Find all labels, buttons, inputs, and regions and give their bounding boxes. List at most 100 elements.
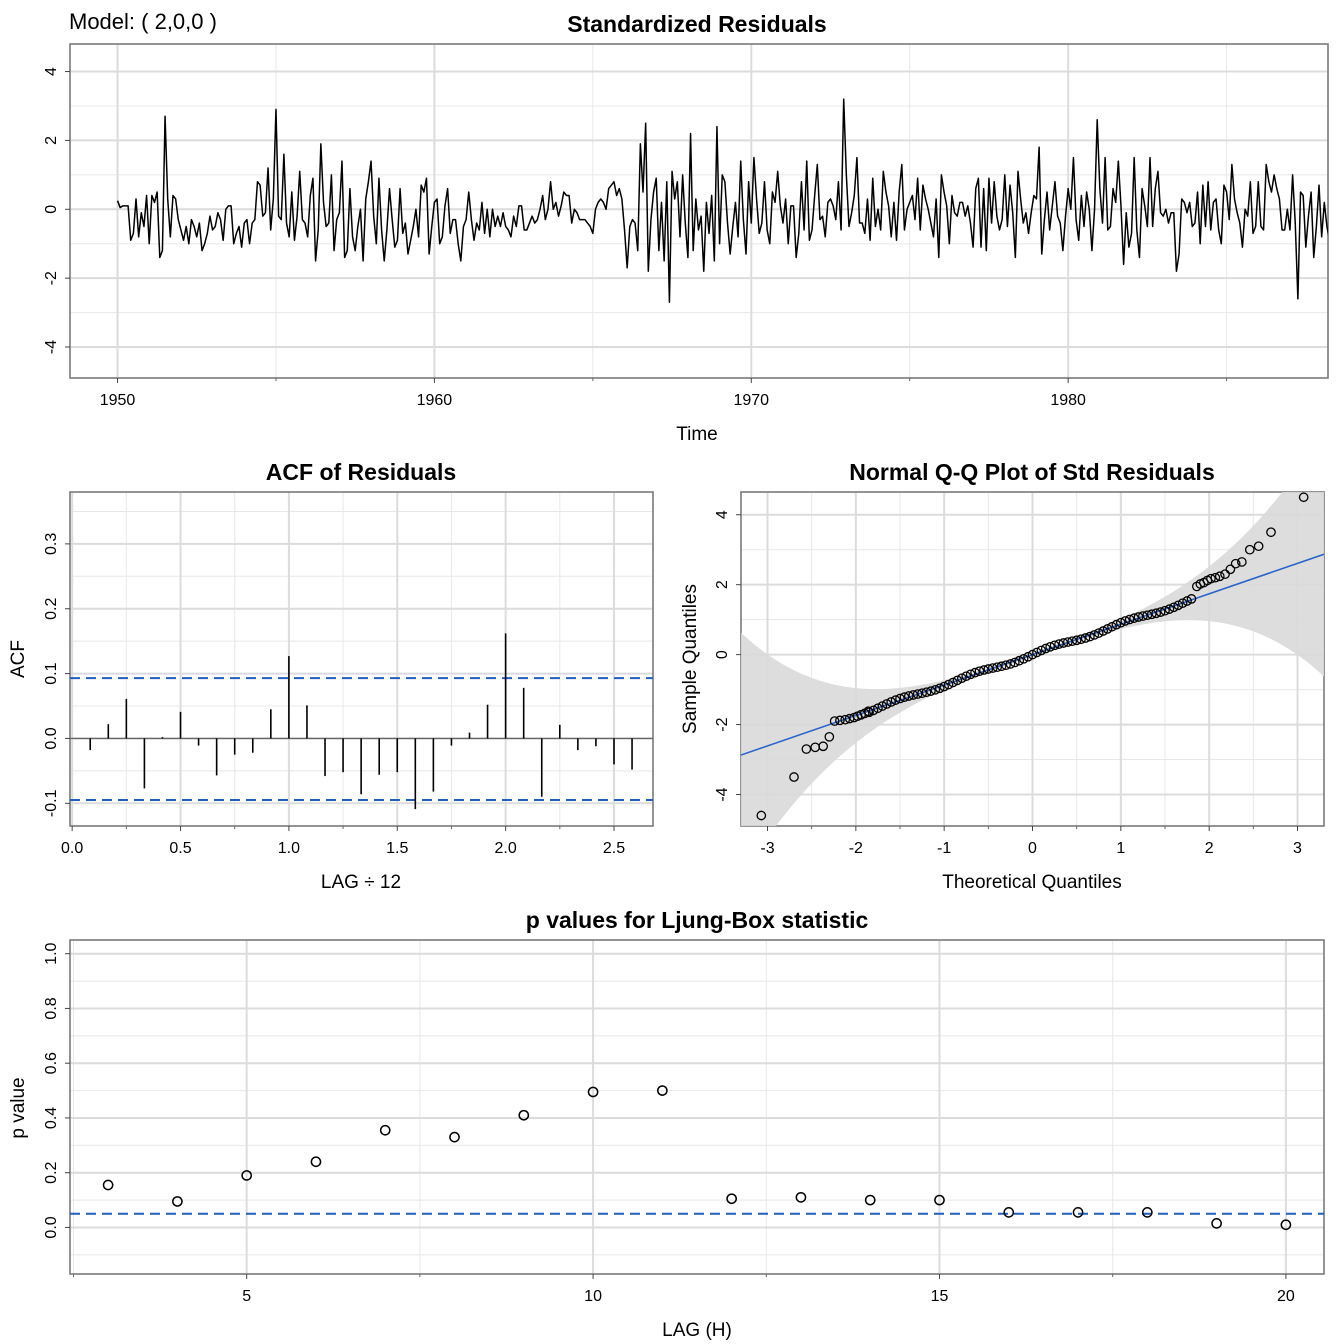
qq-point <box>992 662 1003 673</box>
qq-point <box>1001 660 1011 671</box>
qq-title: Normal Q-Q Plot of Std Residuals <box>849 459 1214 485</box>
qq-point <box>1005 659 1016 669</box>
qq-point <box>1225 564 1236 575</box>
qq-point <box>1237 557 1247 567</box>
y-tick-label: -4 <box>43 340 60 354</box>
qq-point <box>1085 631 1095 642</box>
x-tick-label: 1.5 <box>386 840 408 857</box>
x-tick-label: 2 <box>1205 840 1214 857</box>
qq-point <box>1014 655 1025 666</box>
y-tick-label: 1.0 <box>43 942 60 964</box>
qq-point <box>868 705 879 716</box>
qq-point <box>801 744 812 754</box>
x-tick-label: 1980 <box>1050 392 1086 409</box>
ljung-box-point <box>587 1086 599 1098</box>
qq-point <box>1142 610 1153 621</box>
qq-point <box>1168 602 1179 613</box>
x-tick-label: 15 <box>931 1288 949 1305</box>
qq-point <box>1023 651 1033 662</box>
x-tick-label: 1 <box>1116 840 1125 857</box>
ljung-box-point <box>1211 1218 1222 1229</box>
qq-point <box>818 741 829 752</box>
y-tick-label: -0.1 <box>43 789 60 817</box>
acf-title: ACF of Residuals <box>266 459 456 485</box>
ljung-box-y-label: p value <box>8 1077 29 1138</box>
qq-point <box>1071 635 1082 646</box>
qq-point <box>943 679 954 690</box>
qq-point <box>1067 636 1078 647</box>
ljung-box-point <box>795 1191 807 1203</box>
y-tick-label: 0.2 <box>43 1161 60 1183</box>
qq-point <box>939 681 950 692</box>
x-tick-label: -1 <box>937 840 951 857</box>
qq-point <box>903 691 914 701</box>
acf-panel: ACF of Residuals LAG ÷ 12 ACF 0.0 0.5 1.0 1… <box>8 459 654 893</box>
qq-point <box>934 683 945 694</box>
y-tick-label: 0.6 <box>43 1052 60 1074</box>
qq-point <box>983 664 994 674</box>
ljung_box-frame <box>69 939 1325 1275</box>
qq-point <box>881 699 892 709</box>
qq-point <box>912 689 923 699</box>
qq-point <box>1027 649 1038 660</box>
qq-panel: Normal Q-Q Plot of Std Residuals Theoret… <box>680 459 1325 893</box>
qq-point <box>1214 571 1225 582</box>
qq-point <box>1129 613 1139 623</box>
y-tick-label: -2 <box>43 271 60 285</box>
ljung-box-point <box>1280 1219 1292 1231</box>
qq-point <box>1102 624 1113 634</box>
ljung-box-point <box>1003 1207 1015 1218</box>
y-tick-label: -2 <box>714 717 731 731</box>
qq-point <box>890 695 901 705</box>
ljung-box-point <box>172 1196 183 1207</box>
qq-confidence-band <box>741 492 1324 826</box>
y-tick-label: 2 <box>43 136 60 145</box>
x-tick-label: 0.5 <box>169 840 191 857</box>
qq-point <box>886 697 897 707</box>
qq-point <box>1120 616 1131 626</box>
qq-point <box>1032 647 1042 658</box>
qq-point <box>996 661 1007 672</box>
ljung-box-point <box>310 1156 322 1168</box>
x-tick-label: 20 <box>1277 1288 1295 1305</box>
y-tick-label: -4 <box>714 787 731 801</box>
x-tick-label: 10 <box>584 1288 602 1305</box>
qq-point <box>873 703 883 714</box>
ljung-box-panel: p values for Ljung-Box statistic LAG (H)… <box>8 907 1325 1341</box>
qq-point <box>1107 621 1117 632</box>
qq-point <box>835 715 845 726</box>
x-tick-label: 2.0 <box>494 840 516 857</box>
x-tick-label: 0 <box>1028 840 1037 857</box>
qq-point <box>1244 544 1255 555</box>
qq-point <box>1177 598 1188 609</box>
qq-point <box>1151 608 1162 619</box>
acf-x-label: LAG ÷ 12 <box>321 872 401 893</box>
qq-point <box>1098 626 1109 636</box>
qq-point <box>1054 639 1064 649</box>
ljung-box-point <box>518 1109 530 1121</box>
ljung-box-point <box>241 1170 253 1181</box>
qq-point <box>1062 637 1073 647</box>
qq-point <box>1253 541 1264 552</box>
qq-point <box>1160 605 1170 616</box>
qq-point <box>1040 643 1051 654</box>
qq-point <box>895 693 905 704</box>
qq-point <box>956 673 967 684</box>
ljung-box-point <box>1141 1207 1153 1218</box>
ljung-box-title: p values for Ljung-Box statistic <box>526 907 869 933</box>
qq-y-label: Sample Quantiles <box>680 584 701 734</box>
y-tick-label: 0.0 <box>43 727 60 749</box>
ljung-box-x-label: LAG (H) <box>662 1320 732 1341</box>
y-tick-label: 0.8 <box>43 997 60 1019</box>
qq-x-label: Theoretical Quantiles <box>942 872 1122 893</box>
qq-point <box>970 667 980 678</box>
ljung-box-point <box>379 1124 391 1136</box>
qq-point <box>1210 572 1221 583</box>
qq-point <box>1076 634 1086 645</box>
y-tick-label: 4 <box>43 67 60 76</box>
qq-point <box>1049 640 1060 651</box>
qq-point <box>948 677 958 688</box>
qq-point <box>1133 612 1144 622</box>
x-tick-label: 1.0 <box>278 840 300 857</box>
acf-y-label: ACF <box>8 640 29 678</box>
